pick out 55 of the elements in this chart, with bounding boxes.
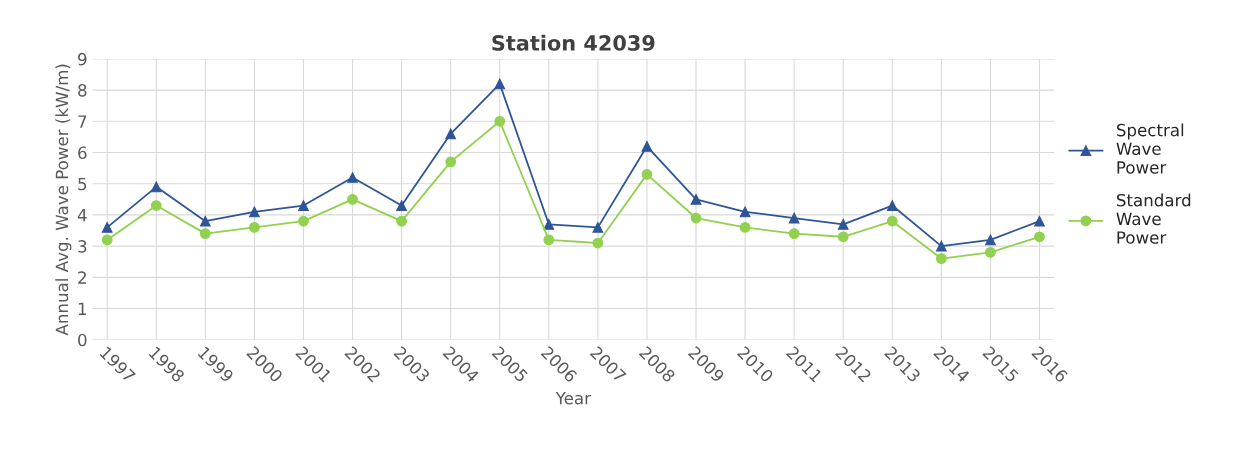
y-tick-label: 9 bbox=[78, 52, 87, 66]
point bbox=[739, 222, 751, 233]
point bbox=[985, 234, 996, 246]
point bbox=[396, 200, 407, 211]
point bbox=[1034, 215, 1045, 227]
point bbox=[347, 172, 358, 183]
point bbox=[445, 156, 457, 168]
y-tick-label: 7 bbox=[78, 115, 87, 128]
point bbox=[150, 181, 162, 193]
legend-label: Spectral Wave Power bbox=[1116, 123, 1184, 174]
point bbox=[592, 237, 604, 249]
y-tick-label: 5 bbox=[78, 177, 87, 191]
point bbox=[150, 200, 162, 211]
point bbox=[199, 215, 211, 227]
point bbox=[641, 140, 653, 152]
point bbox=[445, 128, 457, 140]
point bbox=[886, 200, 898, 211]
chart-title: Station 42039 bbox=[492, 34, 655, 51]
point bbox=[396, 215, 407, 227]
point bbox=[543, 218, 555, 230]
point bbox=[788, 228, 800, 240]
point bbox=[249, 222, 260, 233]
point bbox=[690, 212, 702, 224]
y-tick-label: 2 bbox=[78, 271, 86, 284]
point bbox=[298, 215, 309, 227]
point bbox=[543, 234, 555, 246]
point bbox=[494, 115, 506, 127]
point bbox=[935, 253, 947, 264]
y-tick-label: 3 bbox=[78, 240, 87, 253]
point bbox=[837, 218, 849, 230]
point bbox=[837, 231, 849, 243]
point bbox=[788, 212, 800, 224]
y-tick-label: 4 bbox=[77, 209, 87, 222]
y-axis-title: Annual Avg. Wave Power (kW/m) bbox=[55, 64, 72, 336]
legend-label: Standard Wave Power bbox=[1116, 193, 1191, 244]
point bbox=[494, 78, 506, 90]
y-tick-label: 6 bbox=[78, 146, 87, 160]
point bbox=[1034, 231, 1045, 243]
point bbox=[641, 168, 653, 180]
y-tick-label: 1 bbox=[78, 302, 87, 315]
point bbox=[985, 246, 996, 258]
point bbox=[199, 228, 211, 240]
y-tick-label: 0 bbox=[78, 333, 87, 347]
point bbox=[592, 222, 604, 233]
point bbox=[101, 234, 113, 246]
point bbox=[739, 206, 751, 218]
point bbox=[298, 200, 309, 211]
point bbox=[347, 193, 358, 205]
x-axis-title: Year bbox=[555, 392, 591, 405]
point bbox=[935, 240, 947, 252]
point bbox=[101, 222, 113, 233]
point bbox=[886, 215, 898, 227]
point bbox=[249, 206, 260, 218]
y-tick-label: 8 bbox=[78, 84, 87, 97]
point bbox=[690, 193, 702, 205]
